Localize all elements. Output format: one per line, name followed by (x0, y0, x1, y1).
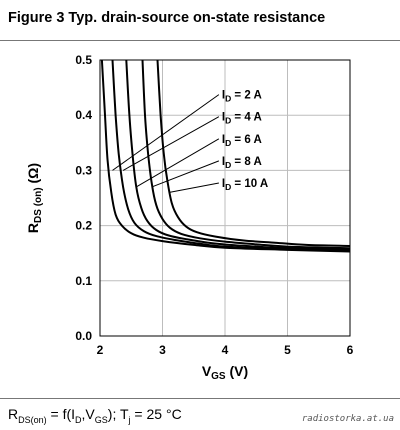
chart: 2 3 4 5 6 0.0 0.1 0.2 0.3 0.4 0.5 ID = 2 A ID = 4 A… (25, 53, 354, 382)
bottom-divider (0, 398, 400, 399)
top-divider (0, 40, 400, 41)
x-tick-label: 4 (222, 343, 229, 357)
grid (100, 60, 350, 336)
series-label: ID = 4 A (222, 112, 262, 126)
callout-lines (112, 94, 220, 193)
callout-line (168, 182, 219, 193)
figure-caption: RDS(on) = f(ID,VGS); Tj = 25 °C (8, 406, 182, 425)
watermark: radiostorka.at.ua (301, 414, 394, 424)
series-label: ID = 8 A (222, 156, 262, 170)
plot-frame (99, 59, 351, 337)
y-tick-label: 0.3 (75, 163, 92, 177)
series-line (141, 59, 351, 250)
x-tick-label: 2 (97, 343, 104, 357)
tick-labels: 2 3 4 5 6 0.0 0.1 0.2 0.3 0.4 0.5 (75, 53, 353, 357)
y-tick-label: 0.4 (75, 108, 92, 122)
y-tick-label: 0.1 (75, 274, 92, 288)
x-tick-label: 3 (159, 343, 166, 357)
figure-title: Figure 3 Typ. drain-source on-state resi… (8, 10, 326, 26)
x-tick-label: 5 (284, 343, 291, 357)
x-axis-label: VGS (V) (202, 363, 248, 382)
y-axis-label: RDS (on) (Ω) (25, 163, 44, 233)
y-tick-label: 0.0 (75, 329, 92, 343)
callout-line (151, 160, 220, 188)
series-line (111, 59, 351, 252)
series-line (125, 59, 351, 251)
y-tick-label: 0.5 (75, 53, 92, 67)
series-label: ID = 10 A (222, 178, 268, 192)
series-labels: ID = 2 A ID = 4 A ID = 6 A ID = 8 A ID = 10 … (222, 90, 268, 192)
series-line (156, 59, 351, 247)
series-label: ID = 6 A (222, 134, 262, 148)
series-label: ID = 2 A (222, 90, 262, 104)
callout-line (135, 138, 220, 188)
x-tick-label: 6 (347, 343, 354, 357)
y-tick-label: 0.2 (75, 219, 92, 233)
series-lines (100, 59, 351, 253)
series-line (100, 59, 351, 253)
callout-line (122, 116, 220, 171)
callout-line (112, 94, 220, 171)
